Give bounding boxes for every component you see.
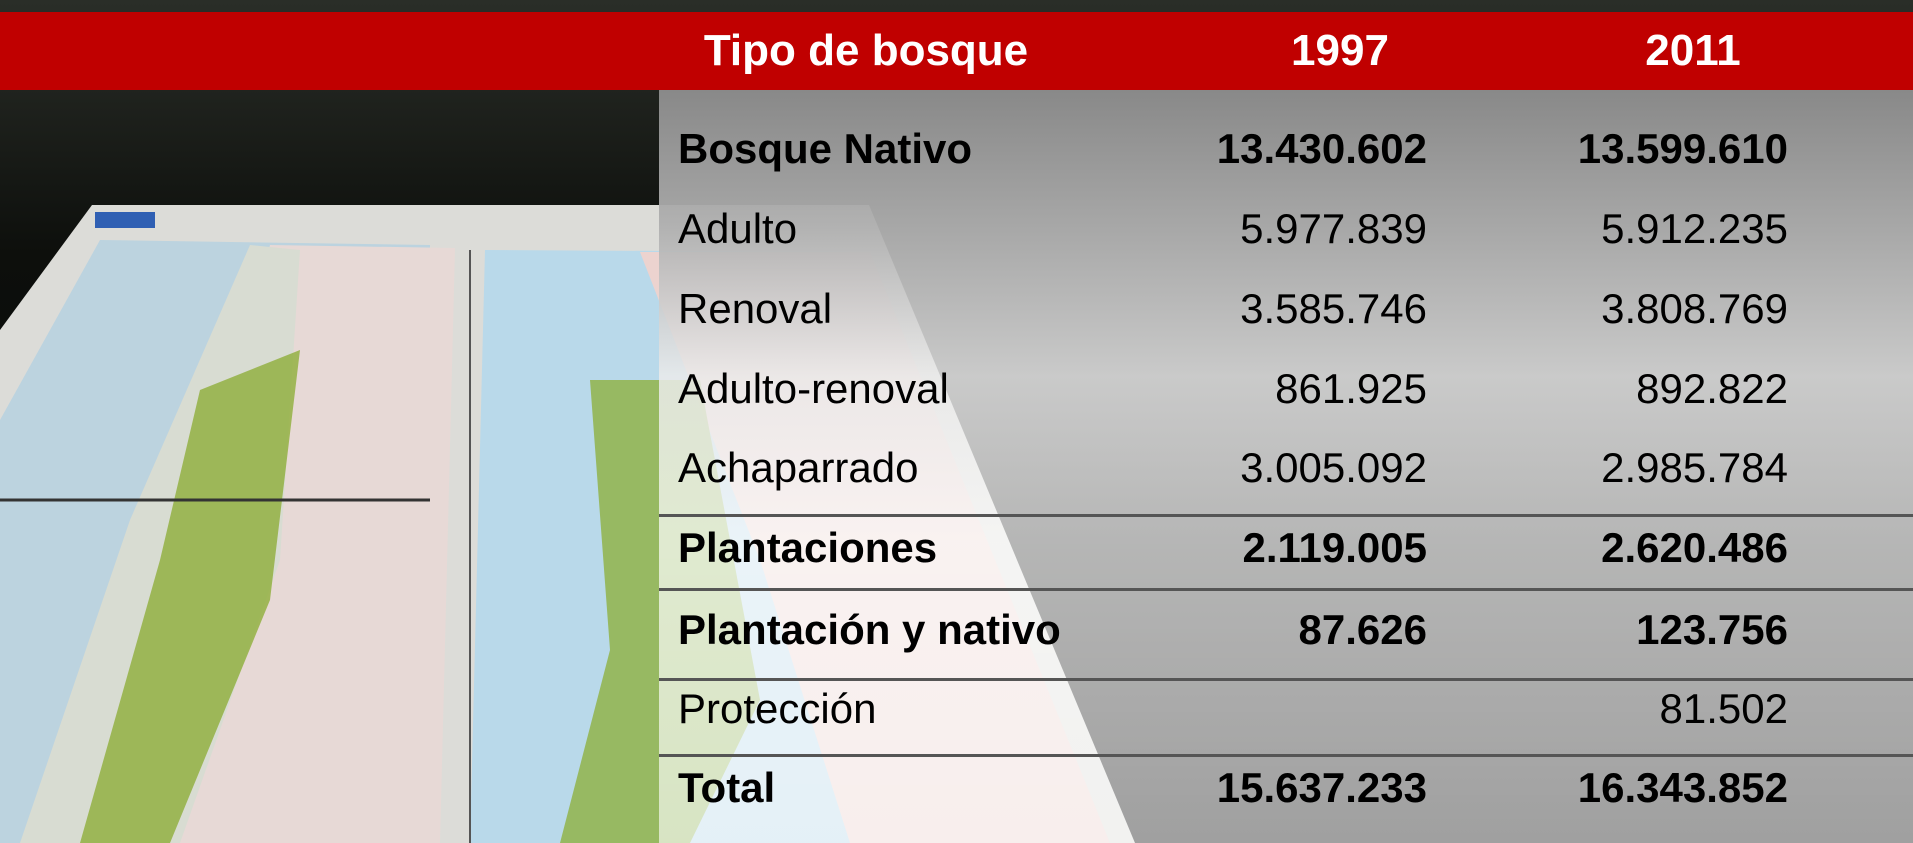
cell-value: 123.756 [1636,609,1788,651]
slide: Tipo de bosque 1997 2011 Bosque Nativo 13.43… [0,0,1913,843]
row-label: Bosque Nativo [678,128,972,170]
row-label: Plantación y nativo [678,609,1061,651]
cell-value: 5.977.839 [1240,208,1427,250]
row-label: Adulto-renoval [678,368,949,410]
row-divider [659,514,1913,517]
cell-value: 2.119.005 [1242,527,1427,569]
column-header: 2011 [1645,29,1740,73]
cell-value: 81.502 [1660,688,1788,730]
cell-value: 15.637.233 [1217,767,1427,809]
column-header: Tipo de bosque [704,29,1028,73]
cell-value: 892.822 [1636,368,1788,410]
row-divider [659,678,1913,681]
cell-value: 861.925 [1275,368,1427,410]
column-header: 1997 [1291,29,1389,73]
cell-value: 3.808.769 [1601,288,1788,330]
row-label: Achaparrado [678,447,919,489]
cell-value: 3.585.746 [1240,288,1427,330]
cell-value: 2.620.486 [1601,527,1788,569]
row-label: Adulto [678,208,797,250]
cell-value: 13.599.610 [1578,128,1788,170]
cell-value: 87.626 [1299,609,1427,651]
cell-value: 13.430.602 [1217,128,1427,170]
row-label: Plantaciones [678,527,937,569]
cell-value: 2.985.784 [1601,447,1788,489]
row-divider [659,754,1913,757]
row-label: Renoval [678,288,832,330]
row-divider [659,588,1913,591]
cell-value: 16.343.852 [1578,767,1788,809]
row-label: Total [678,767,775,809]
cell-value: 5.912.235 [1601,208,1788,250]
row-label: Protección [678,688,876,730]
cell-value: 3.005.092 [1240,447,1427,489]
